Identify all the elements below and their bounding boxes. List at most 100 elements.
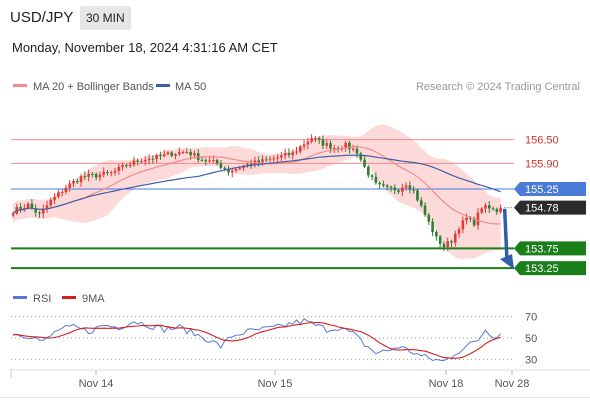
candle-body [416, 190, 419, 201]
candle-body [128, 164, 132, 167]
candle-body [317, 138, 321, 140]
candle-body [234, 169, 238, 171]
candle-body [26, 203, 30, 208]
candle-body [223, 167, 226, 170]
candle-body [472, 218, 476, 226]
candle-body [136, 160, 140, 162]
candle-body [174, 154, 177, 156]
candle-body [333, 148, 336, 150]
candle-body [389, 186, 393, 188]
level-tag-support [514, 241, 586, 256]
candle-body [41, 208, 45, 214]
candle-body [45, 205, 49, 209]
candle-body [306, 141, 310, 145]
candle-body [491, 208, 495, 210]
level-label-pivot: 155.25 [525, 184, 559, 196]
candle-body [419, 200, 423, 206]
candle-body [397, 190, 400, 192]
candle-body [298, 146, 302, 152]
chart-bottom-border [0, 397, 590, 398]
candle-body [423, 205, 427, 215]
candle-body [30, 203, 34, 208]
timeframe-button[interactable]: 30 MIN [80, 6, 131, 30]
candle-body [291, 152, 295, 156]
candle-body [215, 160, 219, 164]
candle-body [189, 151, 192, 156]
candle-body [64, 187, 68, 192]
candle-body [446, 241, 449, 248]
candle-body [351, 148, 355, 150]
x-axis-tick-label: Nov 14 [79, 378, 114, 390]
candle-body [431, 221, 434, 233]
candle-body [181, 151, 185, 153]
level-label-price: 154.78 [525, 203, 559, 215]
candle-body [302, 144, 306, 147]
candle-body [117, 167, 121, 171]
symbol-title: USD/JPY [10, 9, 74, 26]
candle-body [438, 236, 442, 244]
candle-body [261, 159, 264, 163]
candle-body [178, 152, 181, 155]
candle-body [359, 153, 363, 160]
candle-body [87, 173, 90, 177]
level-label-support: 153.25 [525, 263, 559, 275]
rsi-tick-label: 50 [525, 333, 537, 345]
candle-body [442, 243, 446, 248]
candle-body [83, 176, 87, 178]
forecast-arrow-shaft [502, 208, 509, 261]
candle-body [268, 158, 272, 160]
candle-body [19, 206, 22, 210]
candle-body [162, 154, 166, 157]
candle-body [378, 182, 381, 185]
candle-body [109, 172, 113, 174]
x-axis-tick-label: Nov 18 [429, 378, 464, 390]
candle-body [57, 192, 60, 197]
candle-body [155, 155, 158, 160]
candle-body [113, 170, 117, 173]
candle-body [408, 185, 412, 190]
candle-body [283, 153, 287, 156]
candle-body [321, 139, 325, 146]
rsi-ma-legend-label: 9MA [82, 293, 105, 305]
candle-body [435, 232, 438, 237]
candle-body [98, 174, 102, 178]
candle-body [91, 173, 94, 175]
candle-body [476, 212, 480, 226]
timestamp: Monday, November 18, 2024 4:31:16 AM CET [12, 40, 278, 55]
candle-body [140, 161, 143, 163]
candle-body [72, 181, 75, 184]
rsi-legend-label: RSI [33, 293, 51, 305]
bollinger-band-area [13, 124, 501, 259]
candle-body [166, 152, 170, 155]
candle-body [151, 158, 155, 160]
candle-body [370, 175, 374, 177]
candle-body [227, 169, 230, 173]
candle-body [11, 213, 15, 216]
chart-header: USD/JPY 30 MIN [0, 0, 590, 36]
candle-body [310, 138, 313, 142]
candle-body [38, 212, 41, 214]
candle-body [499, 207, 502, 213]
candle-body [495, 208, 499, 213]
candle-body [461, 220, 465, 230]
rsi-ma-line [12, 321, 501, 359]
research-credit: Research © 2024 Trading Central [416, 81, 580, 93]
candle-body [355, 148, 359, 154]
candle-body [219, 163, 223, 168]
ma20-legend-label: MA 20 + Bollinger Bands [33, 81, 154, 93]
candle-body [385, 185, 389, 187]
candle-body [484, 205, 487, 209]
candle-body [465, 217, 468, 221]
candle-body [427, 214, 431, 222]
candle-body [348, 142, 351, 150]
candle-body [295, 151, 298, 153]
candle-body [204, 160, 208, 162]
level-label-resistance: 156.50 [525, 135, 559, 147]
candle-body [469, 217, 472, 219]
x-axis-tick-label: Nov 28 [495, 378, 530, 390]
level-tag-price [514, 200, 586, 215]
candle-body [132, 160, 136, 165]
candle-body [401, 187, 404, 192]
rsi-legend-swatch [13, 296, 27, 299]
